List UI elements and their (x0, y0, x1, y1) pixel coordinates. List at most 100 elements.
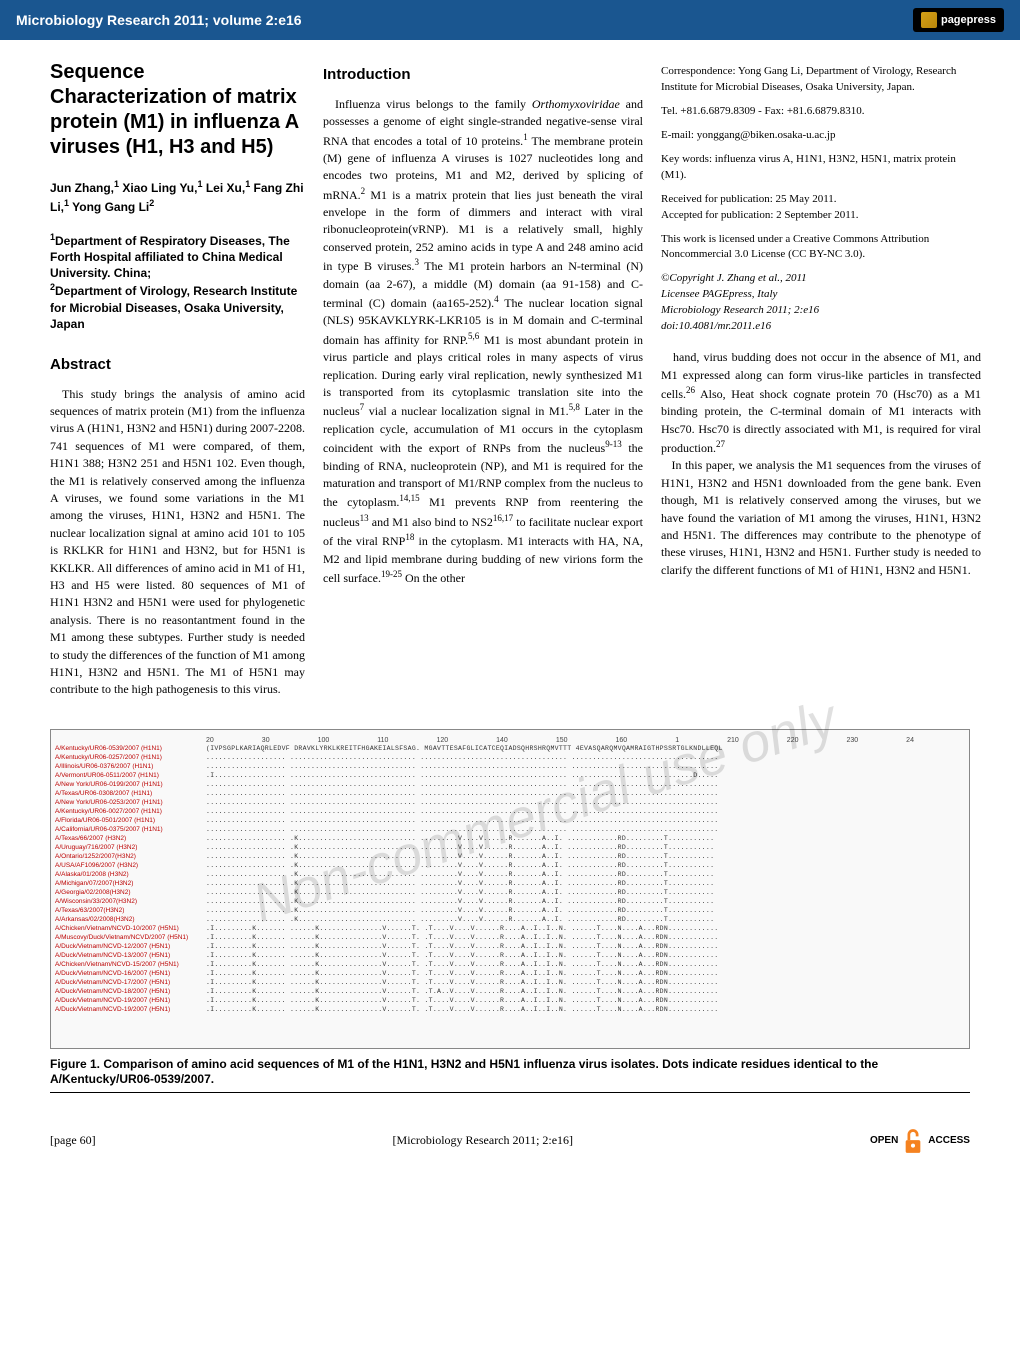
alignment-row: A/Vermont/UR06-0511/2007 (H1N1).I.......… (51, 771, 969, 780)
ruler-tick: 160 (616, 737, 628, 744)
sequence-data: ................... ....................… (206, 826, 718, 833)
alignment-row: A/Duck/Vietnam/NCVD-12/2007 (H5N1).I....… (51, 942, 969, 951)
sequence-data: .I.........K....... ......K.............… (206, 970, 718, 977)
alignment-row: A/Kentucky/UR06-0539/2007 (H1N1)(IVPSGPL… (51, 744, 969, 753)
ruler-tick: 150 (556, 737, 568, 744)
isolate-label: A/Duck/Vietnam/NCVD-19/2007 (H5N1) (51, 1006, 206, 1013)
sequence-data: ................... ....................… (206, 817, 718, 824)
isolate-label: A/Duck/Vietnam/NCVD-16/2007 (H5N1) (51, 970, 206, 977)
open-access-access: ACCESS (928, 1135, 970, 1146)
sequence-data: ................... .K..................… (206, 916, 714, 923)
introduction-text: Influenza virus belongs to the family Or… (323, 96, 643, 588)
alignment-row: A/Illinois/UR06-0376/2007 (H1N1)........… (51, 762, 969, 771)
sequence-data: .I.........K....... ......K.............… (206, 997, 718, 1004)
isolate-label: A/New York/UR06-0199/2007 (H1N1) (51, 781, 206, 788)
alignment-row: A/Chicken/Vietnam/NCVD-10/2007 (H5N1).I.… (51, 924, 969, 933)
abstract-heading: Abstract (50, 354, 305, 376)
isolate-label: A/Chicken/Vietnam/NCVD-15/2007 (H5N1) (51, 961, 206, 968)
sequence-data: ................... .K..................… (206, 853, 714, 860)
isolate-label: A/New York/UR06-0253/2007 (H1N1) (51, 799, 206, 806)
correspondence-address: Correspondence: Yong Gang Li, Department… (661, 64, 981, 96)
isolate-label: A/Duck/Vietnam/NCVD-17/2007 (H5N1) (51, 979, 206, 986)
isolate-label: A/Texas/63/2007(H3N2) (51, 907, 206, 914)
sequence-data: ................... .K..................… (206, 835, 714, 842)
sequence-data: ................... .K..................… (206, 871, 714, 878)
open-access-open: OPEN (870, 1135, 898, 1146)
correspondence-tel: Tel. +81.6.6879.8309 - Fax: +81.6.6879.8… (661, 104, 981, 120)
alignment-row: A/Duck/Vietnam/NCVD-19/2007 (H5N1).I....… (51, 996, 969, 1005)
journal-reference: Microbiology Research 2011; volume 2:e16 (16, 12, 302, 28)
alignment-row: A/California/UR06-0375/2007 (H1N1)......… (51, 825, 969, 834)
alignment-row: A/Duck/Vietnam/NCVD-16/2007 (H5N1).I....… (51, 969, 969, 978)
alignment-row: A/Duck/Vietnam/NCVD-13/2007 (H5N1).I....… (51, 951, 969, 960)
isolate-label: A/Wisconsin/33/2007(H3N2) (51, 898, 206, 905)
left-column: Sequence Characterization of matrix prot… (50, 60, 305, 699)
isolate-label: A/Kentucky/UR06-0257/2007 (H1N1) (51, 754, 206, 761)
figure-rows-container: A/Kentucky/UR06-0539/2007 (H1N1)(IVPSGPL… (51, 744, 969, 1014)
sequence-data: ................... .K..................… (206, 907, 714, 914)
alignment-row: A/Chicken/Vietnam/NCVD-15/2007 (H5N1).I.… (51, 960, 969, 969)
alignment-row: A/Ontario/1252/2007(H3N2)...............… (51, 852, 969, 861)
alignment-row: A/Georgia/02/2008(H3N2).................… (51, 888, 969, 897)
affiliations: 1Department of Respiratory Diseases, The… (50, 231, 305, 332)
sequence-data: ................... .K..................… (206, 844, 714, 851)
isolate-label: A/Texas/UR06-0308/2007 (H1N1) (51, 790, 206, 797)
figure-1: 2030100110120140150160121022023024 A/Ken… (0, 719, 1020, 1113)
correspondence-copyright: ©Copyright J. Zhang et al., 2011Licensee… (661, 271, 981, 335)
isolate-label: A/Kentucky/UR06-0539/2007 (H1N1) (51, 745, 206, 752)
correspondence-email: E-mail: yonggang@biken.osaka-u.ac.jp (661, 128, 981, 144)
ruler-tick: 230 (846, 737, 858, 744)
alignment-row: A/Kentucky/UR06-0257/2007 (H1N1)........… (51, 753, 969, 762)
alignment-row: A/Wisconsin/33/2007(H3N2)...............… (51, 897, 969, 906)
isolate-label: A/Uruguay/716/2007 (H3N2) (51, 844, 206, 851)
alignment-row: A/New York/UR06-0199/2007 (H1N1)........… (51, 780, 969, 789)
alignment-row: A/Texas/UR06-0308/2007 (H1N1)...........… (51, 789, 969, 798)
figure-1-alignment: 2030100110120140150160121022023024 A/Ken… (50, 729, 970, 1049)
journal-header-bar: Microbiology Research 2011; volume 2:e16… (0, 0, 1020, 40)
correspondence-license: This work is licensed under a Creative C… (661, 232, 981, 264)
sequence-data: ................... .K..................… (206, 889, 714, 896)
figure-1-caption: Figure 1. Comparison of amino acid seque… (50, 1057, 970, 1088)
page-body: Sequence Characterization of matrix prot… (0, 40, 1020, 719)
isolate-label: A/Vermont/UR06-0511/2007 (H1N1) (51, 772, 206, 779)
ruler-tick: 220 (787, 737, 799, 744)
isolate-label: A/Duck/Vietnam/NCVD-13/2007 (H5N1) (51, 952, 206, 959)
ruler-tick: 120 (436, 737, 448, 744)
alignment-row: A/Duck/Vietnam/NCVD-19/2007 (H5N1).I....… (51, 1005, 969, 1014)
alignment-row: A/Duck/Vietnam/NCVD-18/2007 (H5N1).I....… (51, 987, 969, 996)
ruler-tick: 140 (496, 737, 508, 744)
sequence-data: ................... ....................… (206, 808, 718, 815)
alignment-row: A/Alaska/01/2008 (H3N2).................… (51, 870, 969, 879)
isolate-label: A/Texas/66/2007 (H3N2) (51, 835, 206, 842)
isolate-label: A/Muscovy/Duck/Vietnam/NCVD/2007 (H5N1) (51, 934, 206, 941)
sequence-data: ................... .K..................… (206, 880, 714, 887)
isolate-label: A/Duck/Vietnam/NCVD-12/2007 (H5N1) (51, 943, 206, 950)
figure-divider (50, 1092, 970, 1093)
isolate-label: A/Ontario/1252/2007(H3N2) (51, 853, 206, 860)
isolate-label: A/Illinois/UR06-0376/2007 (H1N1) (51, 763, 206, 770)
alignment-row: A/USA/AF1096/2007 (H3N2)................… (51, 861, 969, 870)
isolate-label: A/Alaska/01/2008 (H3N2) (51, 871, 206, 878)
alignment-row: A/Duck/Vietnam/NCVD-17/2007 (H5N1).I....… (51, 978, 969, 987)
isolate-label: A/Duck/Vietnam/NCVD-19/2007 (H5N1) (51, 997, 206, 1004)
introduction-heading: Introduction (323, 64, 643, 86)
sequence-data: ................... ....................… (206, 754, 718, 761)
sequence-data: .I.........K....... ......K.............… (206, 988, 718, 995)
ruler-tick: 30 (262, 737, 270, 744)
page-footer: [page 60] [Microbiology Research 2011; 2… (0, 1113, 1020, 1175)
figure-ruler: 2030100110120140150160121022023024 (51, 730, 969, 744)
ruler-tick: 210 (727, 737, 739, 744)
sequence-data: .I.........K....... ......K.............… (206, 925, 718, 932)
ruler-tick: 24 (906, 737, 914, 744)
authors-list: Jun Zhang,1 Xiao Ling Yu,1 Lei Xu,1 Fang… (50, 178, 305, 217)
right-column: Correspondence: Yong Gang Li, Department… (661, 60, 981, 699)
sequence-data: (IVPSGPLKARIAQRLEDVF DRAVKLYRKLKREITFHGA… (206, 745, 723, 752)
isolate-label: A/Arkansas/02/2008(H3N2) (51, 916, 206, 923)
isolate-label: A/Michigan/07/2007(H3N2) (51, 880, 206, 887)
middle-column: Introduction Influenza virus belongs to … (323, 60, 643, 699)
alignment-row: A/Texas/66/2007 (H3N2)..................… (51, 834, 969, 843)
alignment-row: A/Kentucky/UR06-0027/2007 (H1N1)........… (51, 807, 969, 816)
isolate-label: A/USA/AF1096/2007 (H3N2) (51, 862, 206, 869)
ruler-tick: 100 (318, 737, 330, 744)
alignment-row: A/New York/UR06-0253/2007 (H1N1)........… (51, 798, 969, 807)
